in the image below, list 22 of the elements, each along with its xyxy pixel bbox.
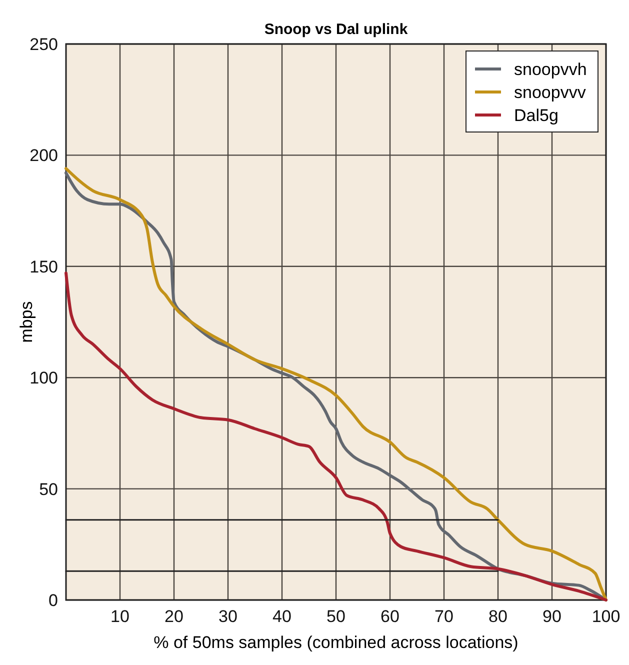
x-axis-title: % of 50ms samples (combined across locations): [154, 633, 518, 652]
x-tick-label: 50: [326, 607, 346, 626]
x-tick-label: 40: [272, 607, 292, 626]
y-axis-title: mbps: [17, 301, 36, 343]
x-tick-label: 100: [592, 607, 620, 626]
legend-label: snoopvvh: [514, 60, 587, 79]
y-tick-label: 150: [30, 257, 58, 276]
y-tick-label: 0: [48, 591, 58, 610]
x-tick-label: 60: [380, 607, 400, 626]
legend-label: snoopvvv: [514, 83, 586, 102]
y-tick-label: 200: [30, 146, 58, 166]
y-tick-label: 50: [39, 480, 58, 499]
chart-title: Snoop vs Dal uplink: [264, 21, 408, 38]
y-tick-label: 250: [30, 35, 58, 54]
legend-label: Dal5g: [514, 106, 558, 125]
x-tick-label: 70: [434, 607, 454, 626]
x-tick-label: 80: [488, 607, 508, 626]
x-tick-label: 10: [110, 607, 130, 626]
x-tick-label: 30: [218, 607, 238, 626]
x-tick-label: 90: [542, 607, 562, 626]
x-tick-label: 20: [164, 607, 184, 626]
y-tick-label: 100: [30, 368, 58, 388]
